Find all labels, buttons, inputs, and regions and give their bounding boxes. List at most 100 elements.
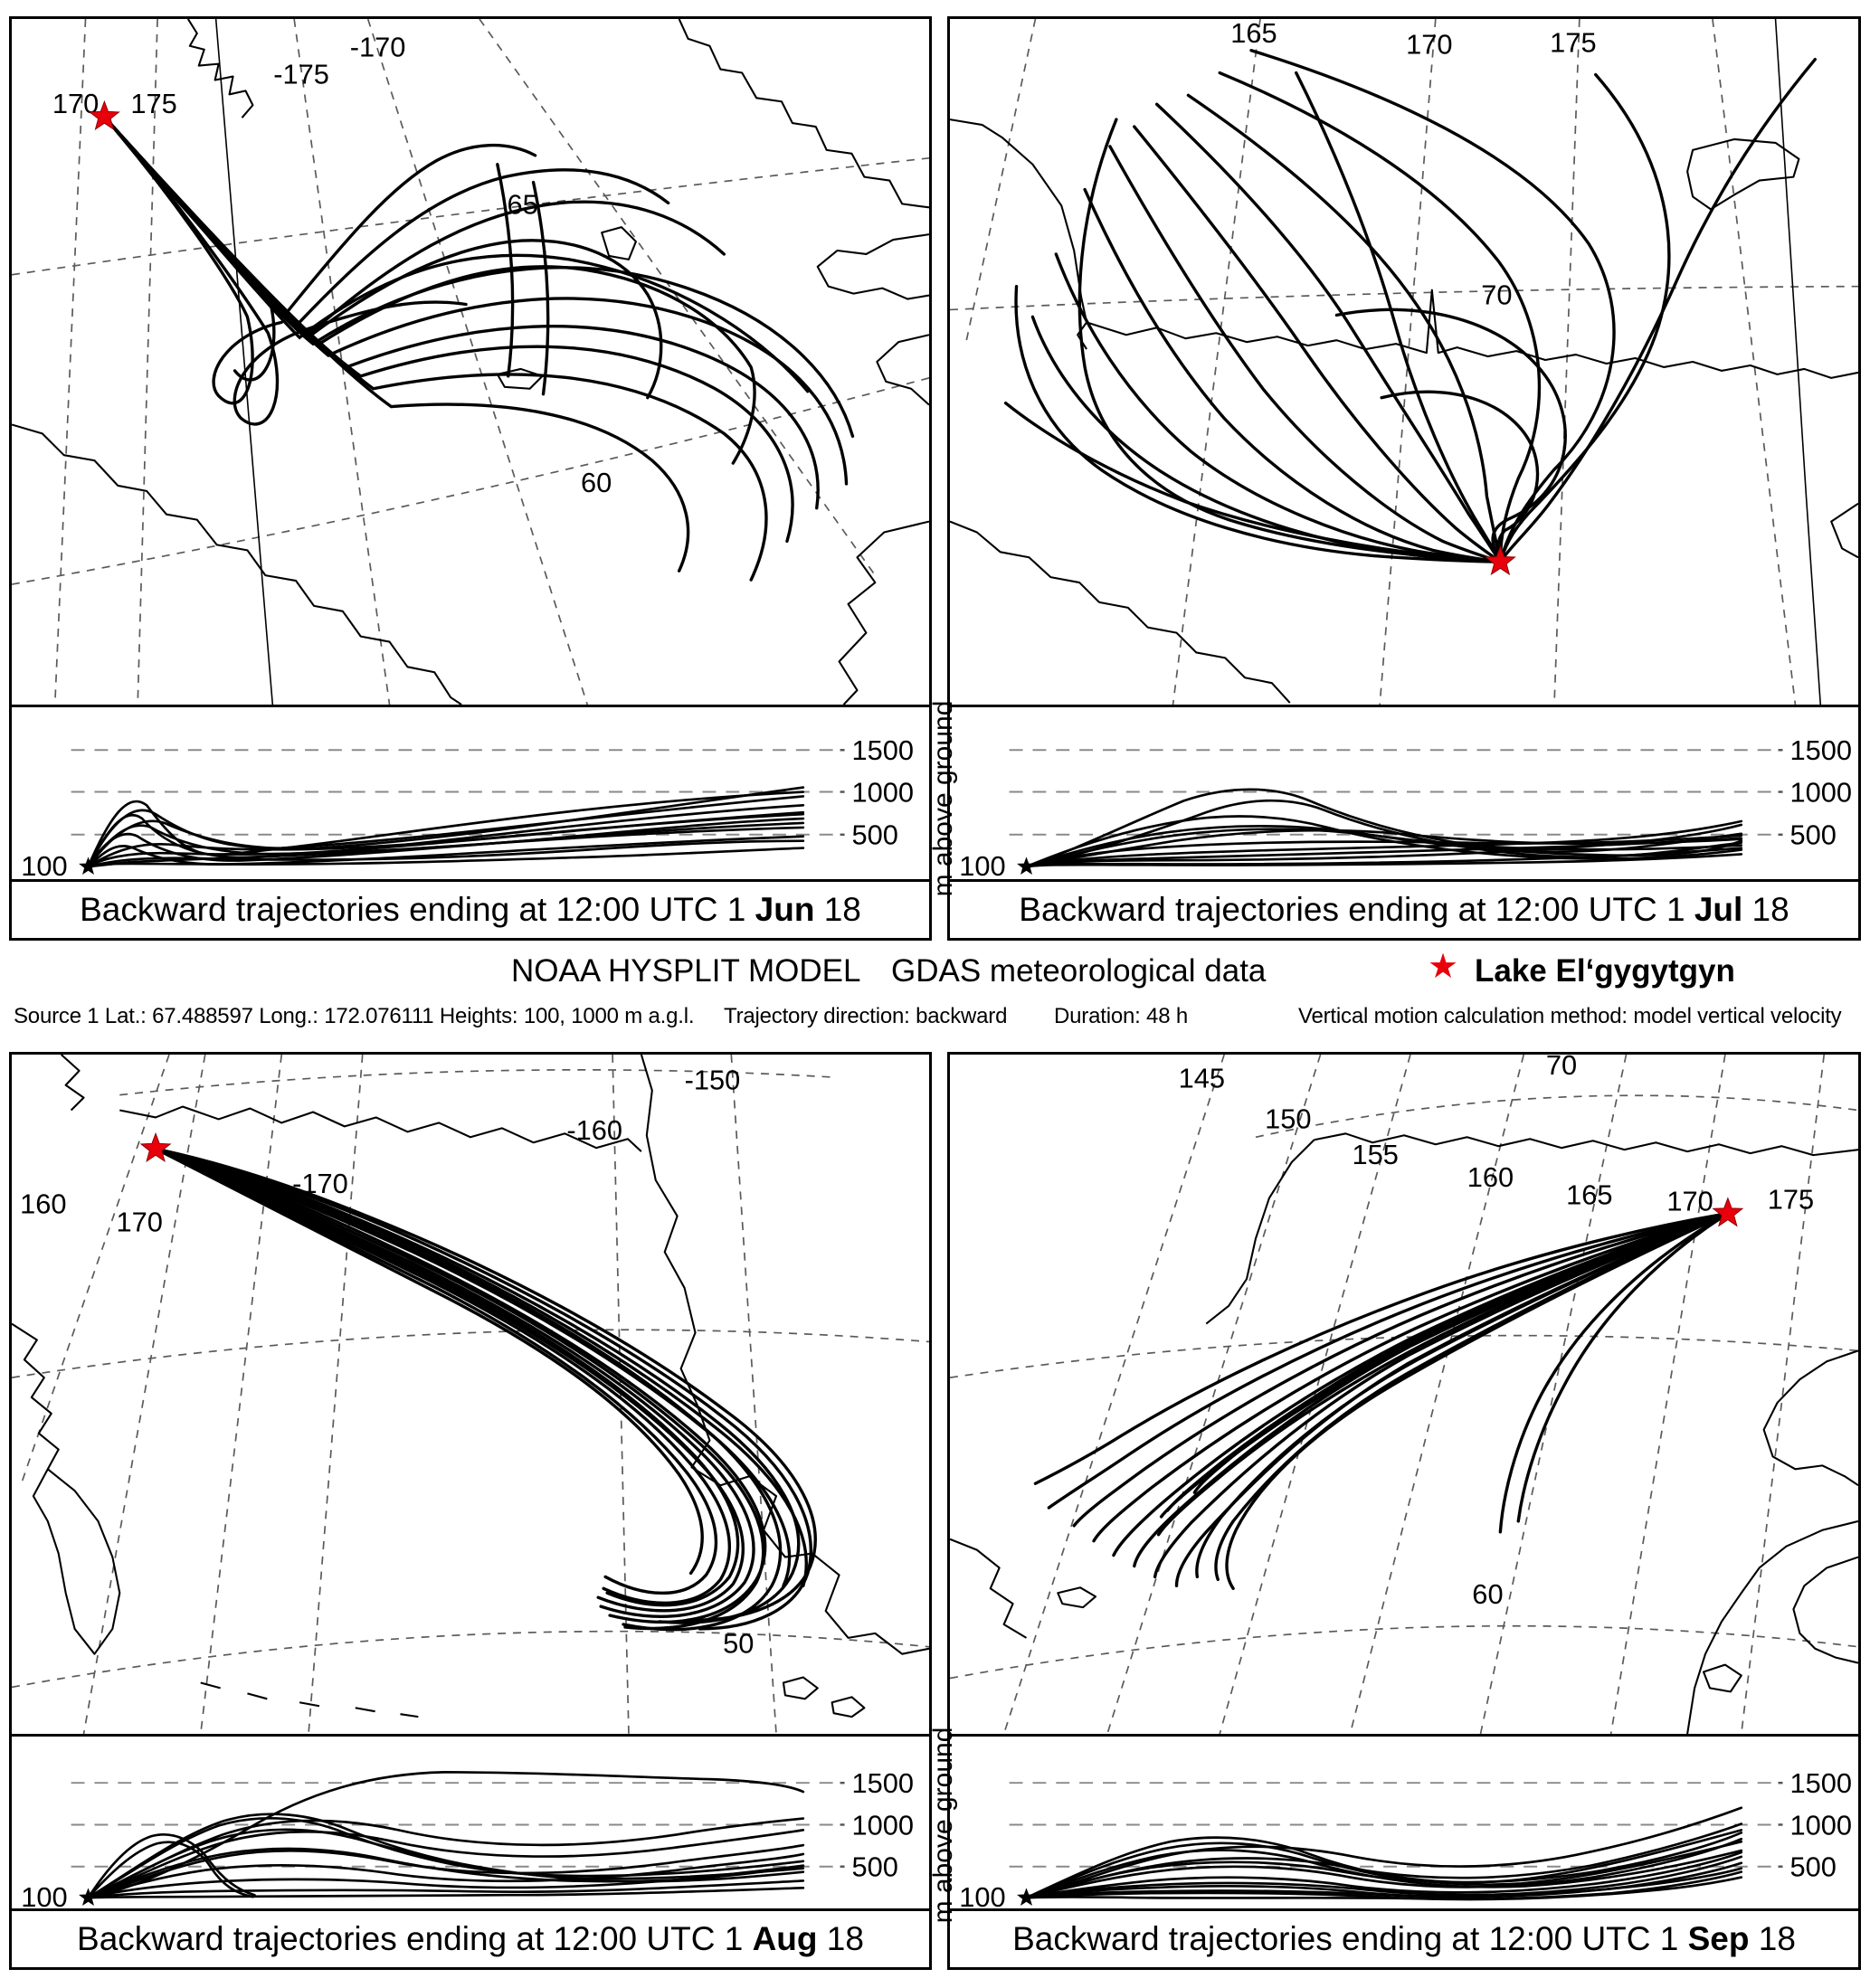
grid-label-165: 165 [1566,1179,1612,1211]
profile-tick-labels: 1500 1000 500 [1789,1768,1852,1882]
profile-trajectory-lines [1025,788,1743,868]
caption-sep: Backward trajectories ending at 12:00 UT… [947,1911,1861,1970]
source-star-icon [1712,1197,1744,1227]
height-profile-aug: 1500 1000 500 100 [9,1737,932,1911]
legend-site-label: Lake El‘gygytgyn [1475,953,1735,989]
grid-label-60: 60 [1472,1578,1503,1610]
graticule-labels: 160 170 -170 -160 -150 50 [20,1065,754,1660]
grid-label-50: 50 [723,1628,754,1660]
profile-start-star-icon [79,857,98,875]
profile-start-height-label: 100 [21,1882,67,1908]
caption-prefix: Backward trajectories ending at 12:00 UT… [1019,891,1694,928]
profile-tick-1000: 1000 [852,777,915,808]
profile-tick-1500: 1500 [1789,1768,1852,1799]
profile-start-height-label: 100 [959,851,1005,879]
profile-tick-500: 500 [1789,1852,1836,1883]
grid-label-170: 170 [1666,1186,1713,1217]
profile-start-star-icon [79,1888,98,1906]
trajectory-map-jul: 165 170 175 70 [947,16,1861,707]
height-profile-sep: 1500 1000 500 100 [947,1737,1861,1911]
grid-label-150: 150 [1265,1103,1311,1134]
profile-tick-500: 500 [1789,820,1836,851]
height-profile-jul-svg: 1500 1000 500 100 [959,735,1852,879]
caption-suffix: 18 [1742,891,1789,928]
trajectory-map-aug-svg: 160 170 -170 -160 -150 50 [12,1055,929,1734]
profile-start-star-icon [1017,1888,1036,1906]
height-profile-jun: 1500 1000 500 100 [9,707,932,882]
caption-jun: Backward trajectories ending at 12:00 UT… [9,882,932,941]
caption-jul: Backward trajectories ending at 12:00 UT… [947,882,1861,941]
panel-jul: 165 170 175 70 1500 1000 500 100 Backward traj… [947,16,1861,941]
height-profile-aug-svg: 1500 1000 500 100 [21,1768,915,1908]
profile-tick-1000: 1000 [1789,1810,1852,1841]
method-info: Vertical motion calculation method: mode… [1298,1004,1842,1028]
profile-tick-1000: 1000 [852,1810,915,1841]
trajectory-map-sep-svg: 145 150 155 160 165 170 175 70 60 [950,1055,1858,1734]
trajectory-lines [102,115,855,582]
trajectory-map-aug: 160 170 -170 -160 -150 50 [9,1052,932,1737]
coastlines [950,118,1858,704]
trajectory-map-jul-svg: 165 170 175 70 [950,19,1858,705]
caption-month: Sep [1687,1920,1750,1957]
caption-prefix: Backward trajectories ending at 12:00 UT… [1012,1920,1688,1957]
trajectory-lines [1033,1211,1730,1590]
grid-label--170: -170 [292,1168,348,1199]
trajectory-map-jun-svg: 170 175 -175 -170 65 60 [12,19,929,705]
panel-sep: 145 150 155 160 165 170 175 70 60 1500 1000 500 100… [947,1052,1861,1970]
trajectory-map-jun: 170 175 -175 -170 65 60 [9,16,932,707]
graticule-labels: 170 175 -175 -170 65 60 [52,32,612,498]
profile-trajectory-lines [1025,1806,1743,1901]
source-star-icon [1484,544,1516,576]
caption-month: Jun [755,891,815,928]
grid-label-175: 175 [1768,1184,1814,1216]
profile-start-star-icon [1017,857,1036,875]
grid-label-160: 160 [20,1188,66,1220]
profile-trajectory-lines [87,1771,805,1899]
grid-label-60: 60 [581,467,612,498]
grid-label-165: 165 [1230,19,1277,49]
met-data-label: GDAS meteorological data [891,953,1267,989]
profile-tick-1000: 1000 [1789,777,1852,808]
caption-aug: Backward trajectories ending at 12:00 UT… [9,1911,932,1970]
caption-prefix: Backward trajectories ending at 12:00 UT… [80,891,755,928]
caption-suffix: 18 [817,1920,864,1957]
profile-tick-1500: 1500 [852,1768,915,1799]
grid-label-160: 160 [1467,1161,1514,1193]
trajectory-map-sep: 145 150 155 160 165 170 175 70 60 [947,1052,1861,1737]
panel-jun: 170 175 -175 -170 65 60 1500 1000 500 100 Backwa… [9,16,932,941]
direction-info: Trajectory direction: backward [724,1004,1008,1028]
graticule-lines [950,19,1858,705]
profile-tick-500: 500 [852,820,898,851]
grid-label--160: -160 [566,1114,622,1146]
height-profile-sep-svg: 1500 1000 500 100 [959,1768,1852,1908]
profile-gridlines [1009,749,1783,837]
caption-month: Aug [752,1920,818,1957]
profile-tick-labels: 1500 1000 500 [852,1768,915,1882]
profile-tick-500: 500 [852,1852,898,1883]
y-axis-label-bottom: m above ground [928,1727,958,1924]
grid-label-170: 170 [116,1206,162,1237]
grid-label-155: 155 [1352,1139,1398,1170]
caption-suffix: 18 [814,891,861,928]
coastlines [950,1132,1858,1734]
trajectory-lines [1003,49,1817,563]
profile-tick-labels: 1500 1000 500 [1789,735,1852,850]
y-axis-label-top: m above ground [928,700,958,897]
grid-label--175: -175 [273,58,329,90]
model-title: NOAA HYSPLIT MODEL [511,953,861,989]
height-profile-jul: 1500 1000 500 100 [947,707,1861,882]
caption-prefix: Backward trajectories ending at 12:00 UT… [77,1920,753,1957]
grid-label-70: 70 [1546,1055,1577,1081]
height-profile-jun-svg: 1500 1000 500 100 [21,735,915,879]
grid-label-145: 145 [1179,1063,1225,1094]
grid-label--150: -150 [685,1065,741,1096]
coastlines [12,19,929,705]
legend-star-icon: ★ [1428,948,1459,986]
graticule-labels: 145 150 155 160 165 170 175 70 60 [1179,1055,1815,1610]
grid-label--170: -170 [350,32,406,63]
graticule-labels: 165 170 175 70 [1230,19,1596,310]
source-star-icon [88,99,120,130]
graticule-lines [950,1055,1858,1734]
grid-label-170: 170 [1406,29,1452,61]
